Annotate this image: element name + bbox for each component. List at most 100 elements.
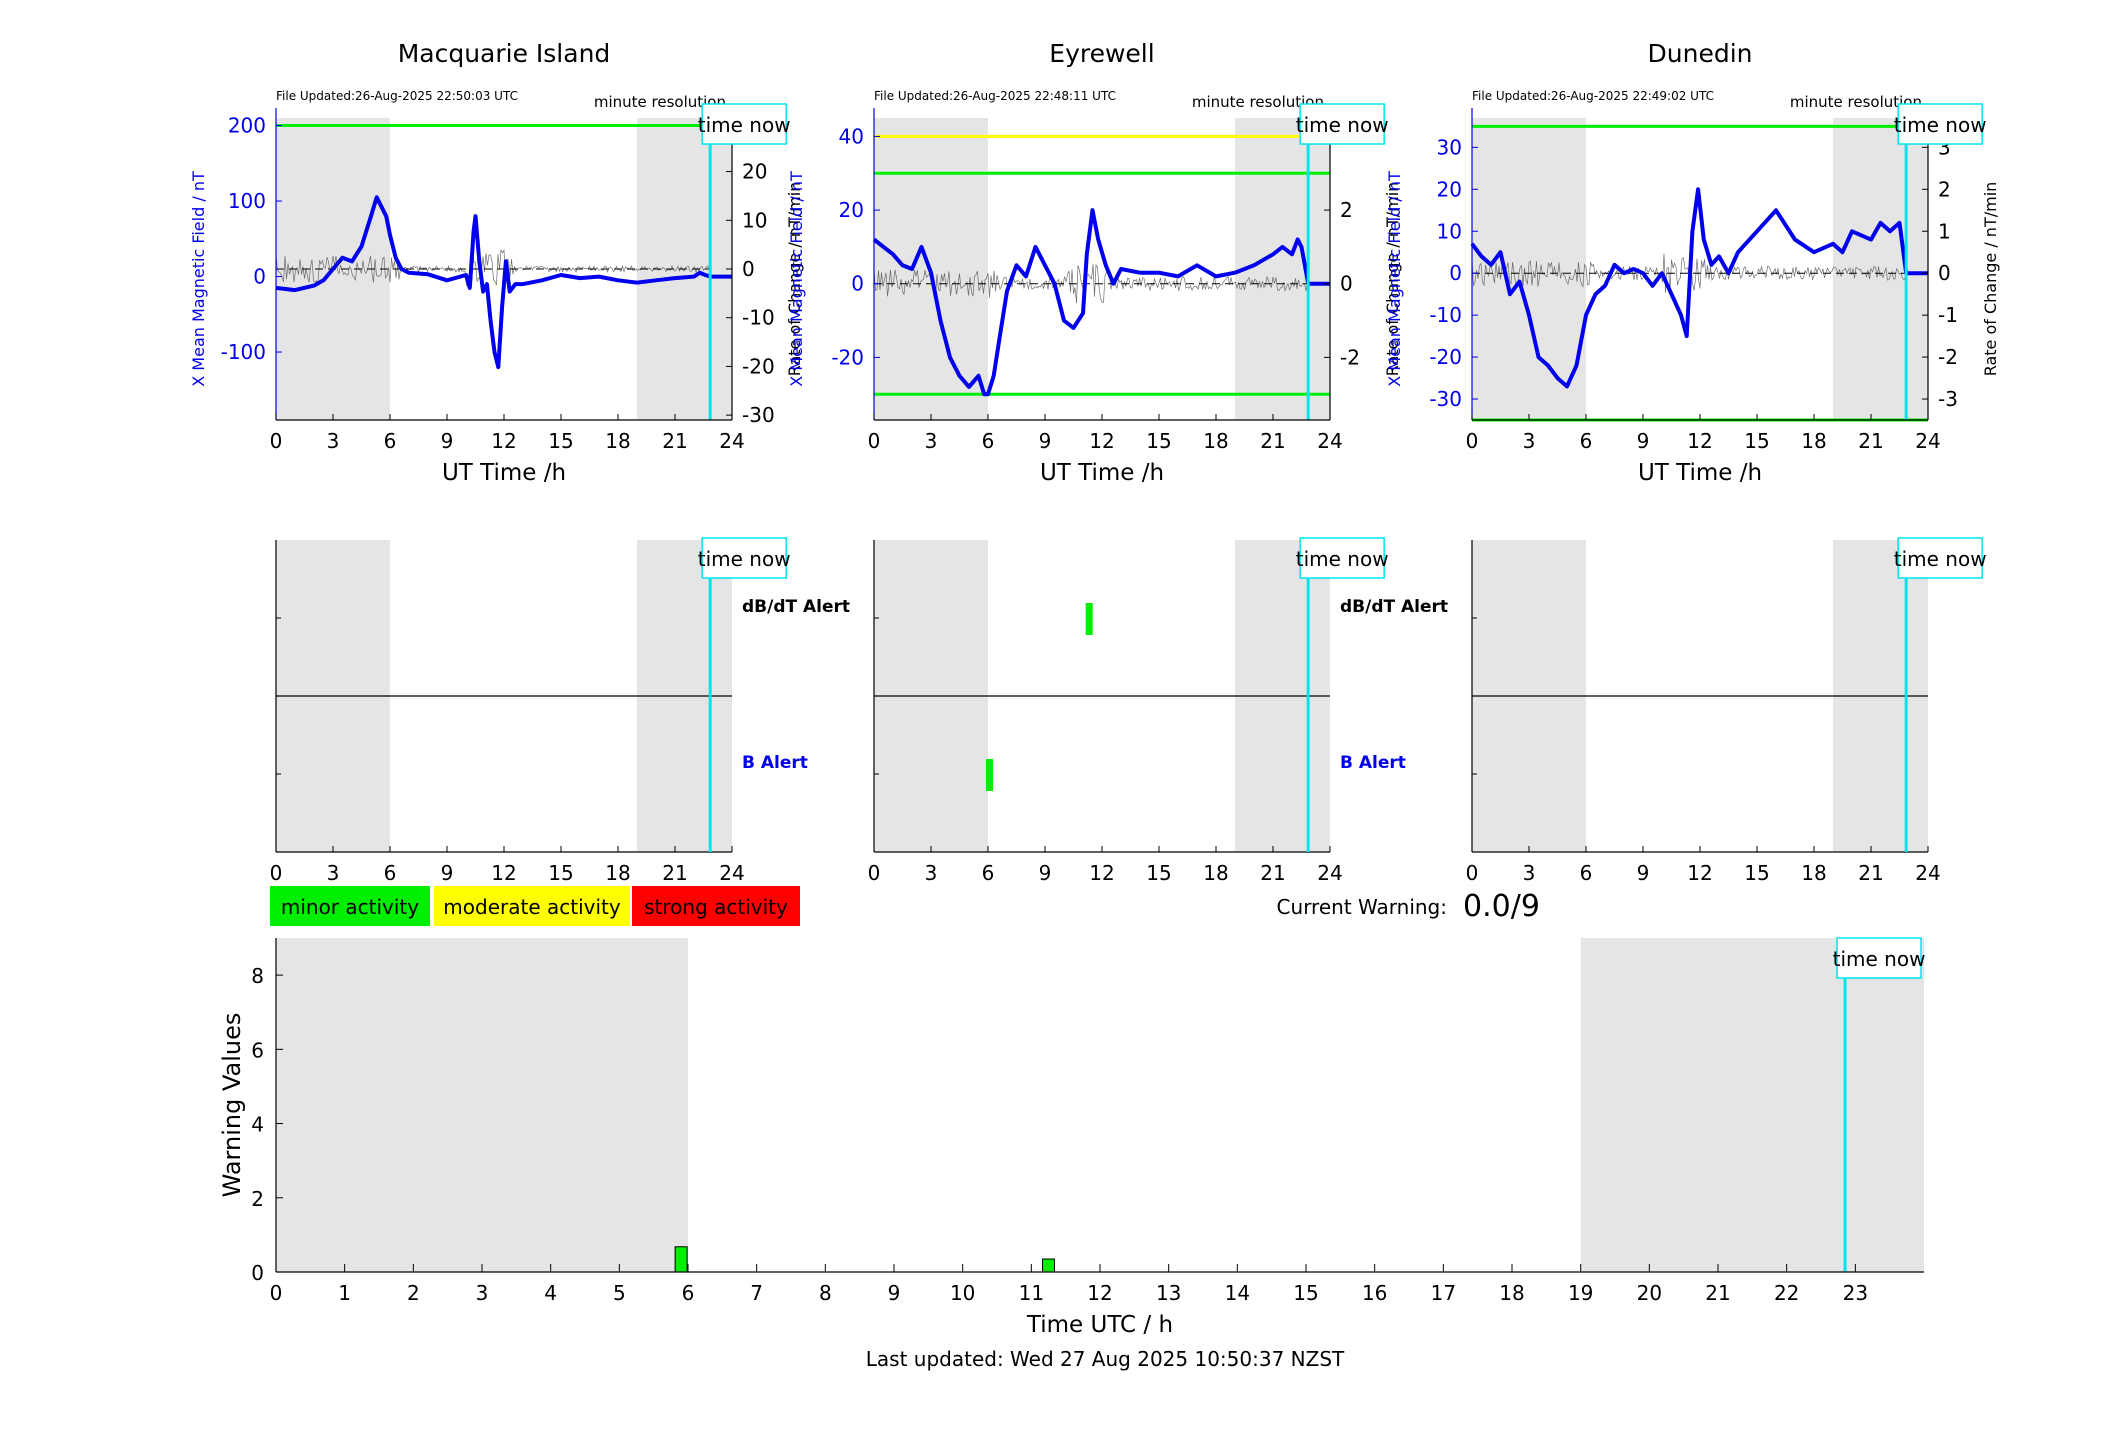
warning-xlabel: Time UTC / h [1026,1312,1173,1338]
station-1-resolution: minute resolution [1192,93,1324,111]
alert-panel-2-x-tick-label: 15 [1744,861,1769,885]
alert-panel-1-time-now-box [1299,537,1385,579]
warning-y-tick-label: 4 [251,1113,264,1137]
alert-panel-0-x-tick-label: 18 [605,861,630,885]
station-2-y-tick-label-right: 0 [1938,261,1951,285]
station-0-time-now-label: time now [698,113,791,137]
station-2-night-shade-1 [1833,118,1928,420]
station-1-rate-trace [873,263,1308,304]
alert-panel-0-x-tick-label: 12 [491,861,516,885]
alert-panel-0-time-now-box [701,537,787,579]
station-1-file-updated: File Updated:26-Aug-2025 22:48:11 UTC [874,89,1116,103]
current-warning-label: Current Warning: [1277,895,1447,919]
station-0-x-tick-label: 12 [491,429,516,453]
station-1-x-tick-label: 0 [868,429,881,453]
station-2-y-tick-label-right: 1 [1938,219,1951,243]
legend-swatch-0 [270,886,430,926]
station-1-time-now-box [1299,103,1385,145]
station-2-x-tick-label: 21 [1858,429,1883,453]
warning-x-tick-label: 17 [1431,1281,1456,1305]
station-2-rate-trace [1471,253,1906,294]
warning-x-tick-label: 13 [1156,1281,1181,1305]
warning-x-tick-label: 12 [1087,1281,1112,1305]
station-2-y-tick-label-left: -30 [1429,387,1462,411]
station-0-y-tick-label-left: 0 [253,265,266,289]
station-2-ylabel-left: X Mean Magnetic Field / nT [1385,171,1404,387]
warning-y-tick-label: 6 [251,1038,264,1062]
station-1-x-tick-label: 9 [1039,429,1052,453]
station-0-x-tick-label: 21 [662,429,687,453]
alert-panel-2-x-tick-label: 0 [1466,861,1479,885]
station-1-y-tick-label-left: 0 [851,272,864,296]
station-1-title: Eyrewell [1049,39,1154,68]
station-0-y-tick-label-left: -100 [221,340,266,364]
alert-panel-2-x-tick-label: 3 [1523,861,1536,885]
warning-x-tick-label: 3 [476,1281,489,1305]
warning-x-tick-label: 16 [1362,1281,1387,1305]
alert-panel-0-x-tick-label: 3 [327,861,340,885]
alert-panel-2-x-tick-label: 9 [1637,861,1650,885]
warning-y-tick-label: 0 [251,1261,264,1285]
warning-x-tick-label: 1 [338,1281,351,1305]
station-0-title: Macquarie Island [398,39,611,68]
station-2-y-tick-label-right: -3 [1938,387,1958,411]
warning-night-shade-0 [276,938,688,1272]
station-0-xlabel: UT Time /h [442,460,566,486]
alert-panel-0-time-now-label: time now [698,547,791,571]
alert-panel-1-b-label: B Alert [1340,753,1406,773]
station-1-y-tick-label-right: 2 [1340,198,1353,222]
warning-y-tick-label: 8 [251,964,264,988]
station-2-y-tick-label-right: -2 [1938,345,1958,369]
warning-x-tick-label: 9 [888,1281,901,1305]
station-1-x-tick-label: 24 [1317,429,1342,453]
warning-x-tick-label: 4 [544,1281,557,1305]
station-0-x-tick-label: 18 [605,429,630,453]
warning-x-tick-label: 10 [950,1281,975,1305]
alert-panel-0-x-tick-label: 0 [270,861,283,885]
station-1-ylabel-right: Rate of Change / nT/min [1383,182,1402,377]
alert-panel-1-dbdt-label: dB/dT Alert [1340,597,1448,617]
warning-y-tick-label: 2 [251,1187,264,1211]
station-1-x-tick-label: 18 [1203,429,1228,453]
alert-panel-1-x-tick-label: 18 [1203,861,1228,885]
warning-x-tick-label: 6 [682,1281,695,1305]
station-0-x-tick-label: 24 [719,429,744,453]
alert-panel-0-x-tick-label: 9 [441,861,454,885]
station-1-x-tick-label: 21 [1260,429,1285,453]
warning-night-shade-1 [1580,938,1924,1272]
warning-x-tick-label: 5 [613,1281,626,1305]
station-0-y-tick-label-right: -30 [742,403,775,427]
station-2-y-tick-label-left: -20 [1429,345,1462,369]
last-updated: Last updated: Wed 27 Aug 2025 10:50:37 N… [866,1347,1345,1371]
current-warning-value: 0.0/9 [1463,889,1540,924]
station-2-title: Dunedin [1648,39,1753,68]
station-2-x-tick-label: 0 [1466,429,1479,453]
alert-panel-1-x-tick-label: 0 [868,861,881,885]
warning-x-tick-label: 14 [1225,1281,1250,1305]
station-0-x-tick-label: 0 [270,429,283,453]
station-2-x-tick-label: 18 [1801,429,1826,453]
warning-x-tick-label: 22 [1774,1281,1799,1305]
station-2-y-tick-label-left: 30 [1437,135,1462,159]
station-1-y-tick-label-left: 40 [839,124,864,148]
warning-time-now-box [1836,937,1922,979]
alert-panel-1-x-tick-label: 12 [1089,861,1114,885]
warning-bar-1 [1042,1258,1055,1273]
station-2-resolution: minute resolution [1790,93,1922,111]
warning-x-tick-label: 15 [1293,1281,1318,1305]
legend-label-2: strong activity [644,895,788,919]
station-2-y-tick-label-left: -10 [1429,303,1462,327]
alert-panel-0-x-tick-label: 24 [719,861,744,885]
station-0-file-updated: File Updated:26-Aug-2025 22:50:03 UTC [276,89,518,103]
station-0-resolution: minute resolution [594,93,726,111]
alert-panel-2-time-now-box [1897,537,1983,579]
alert-panel-2-x-tick-label: 6 [1580,861,1593,885]
alert-panel-1-x-tick-label: 3 [925,861,938,885]
station-2-y-tick-label-left: 0 [1449,261,1462,285]
station-1-time-now-label: time now [1296,113,1389,137]
alert-panel-1-x-tick-label: 9 [1039,861,1052,885]
station-1-y-tick-label-right: 0 [1340,272,1353,296]
legend-label-0: minor activity [281,895,419,919]
station-1-xlabel: UT Time /h [1040,460,1164,486]
warning-x-tick-label: 19 [1568,1281,1593,1305]
